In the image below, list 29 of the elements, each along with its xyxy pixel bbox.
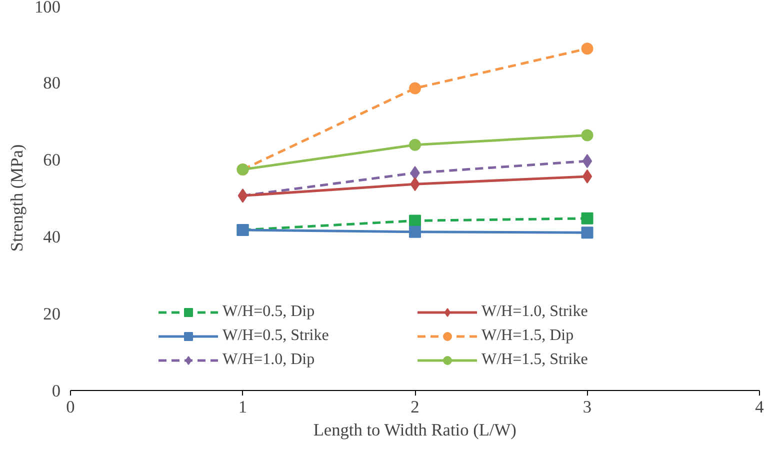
point xyxy=(581,212,594,224)
x-tick-label: 4 xyxy=(755,398,764,416)
y-tick-label: 100 xyxy=(34,0,61,16)
y-axis-title: Strength (MPa) xyxy=(8,144,27,252)
x-axis-title: Length to Width Ratio (L/W) xyxy=(313,420,517,440)
point xyxy=(581,42,594,55)
legend-label: W/H=0.5, Strike xyxy=(222,327,330,345)
legend-label: W/H=1.5, Strike xyxy=(482,351,589,369)
point xyxy=(409,226,421,238)
legend-label: W/H=1.0, Strike xyxy=(482,303,589,321)
point xyxy=(582,169,592,184)
legend-label: W/H=1.5, Dip xyxy=(482,327,575,345)
x-tick-label: 3 xyxy=(582,398,592,416)
point xyxy=(409,214,421,227)
legend-label: W/H=0.5, Dip xyxy=(222,303,316,321)
point xyxy=(409,138,421,151)
point xyxy=(581,226,594,239)
point xyxy=(581,129,594,142)
x-tick-label: 2 xyxy=(410,398,420,416)
y-tick-label: 40 xyxy=(43,228,60,246)
y-tick-label: 60 xyxy=(43,150,60,170)
point xyxy=(582,154,592,168)
point xyxy=(409,82,421,94)
y-tick-label: 80 xyxy=(43,74,60,92)
y-tick-label: 0 xyxy=(52,382,61,400)
legend-label: W/H=1.0, Dip xyxy=(222,351,316,369)
x-tick-label: 1 xyxy=(238,398,248,416)
y-tick-label: 20 xyxy=(43,304,60,324)
x-tick-label: 0 xyxy=(66,398,75,416)
